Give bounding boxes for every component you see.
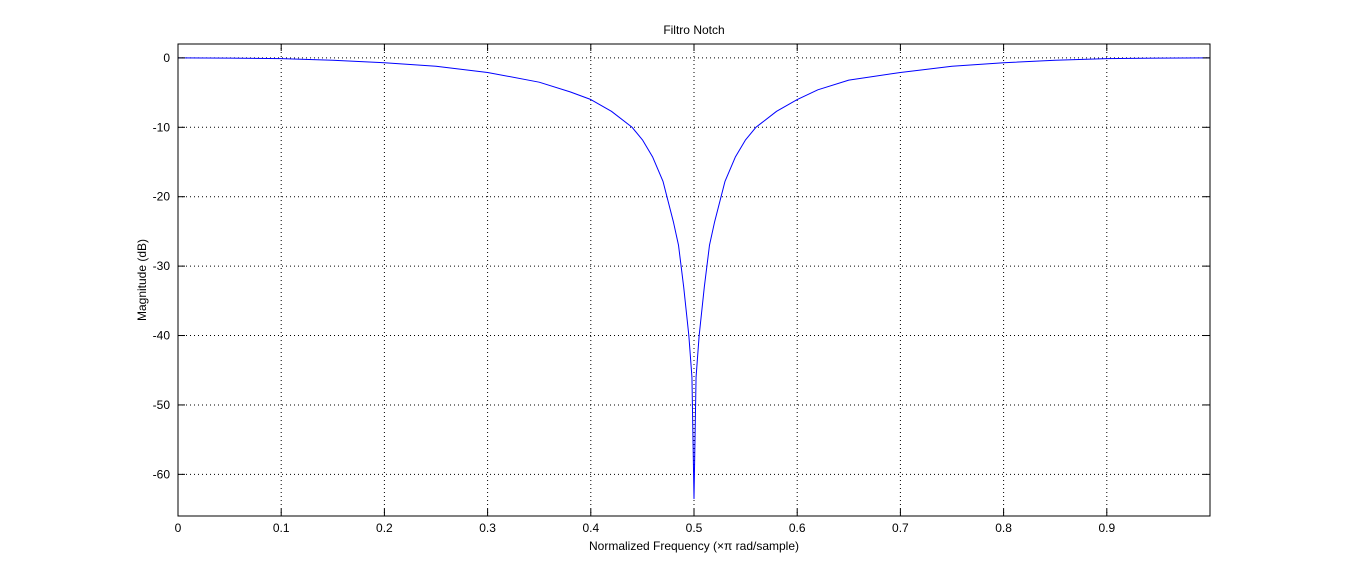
y-tick-label: -40 bbox=[153, 329, 171, 343]
x-tick-label: 0.9 bbox=[1098, 521, 1115, 535]
y-tick-labels: 0 -10 -20 -30 -40 -50 -60 bbox=[153, 51, 171, 481]
magnitude-response-line bbox=[177, 57, 1211, 500]
x-tick-label: 0.6 bbox=[789, 521, 806, 535]
x-tick-label: 0.7 bbox=[892, 521, 909, 535]
x-tick-label: 0.1 bbox=[273, 521, 290, 535]
x-tick-label: 0.4 bbox=[582, 521, 599, 535]
series-line-layer bbox=[177, 57, 1211, 500]
y-axis-label: Magnitude (dB) bbox=[135, 239, 149, 321]
y-tick-label: -20 bbox=[153, 190, 171, 204]
y-tick-label: 0 bbox=[163, 51, 170, 65]
grid-lines bbox=[178, 44, 1210, 516]
x-tick-label: 0 bbox=[175, 521, 182, 535]
x-tick-labels: 0 0.1 0.2 0.3 0.4 0.5 0.6 0.7 0.8 0.9 bbox=[175, 521, 1116, 535]
y-tick-label: -30 bbox=[153, 259, 171, 273]
x-axis-label: Normalized Frequency (×π rad/sample) bbox=[589, 539, 799, 553]
chart-title: Filtro Notch bbox=[663, 23, 724, 37]
x-tick-label: 0.8 bbox=[995, 521, 1012, 535]
x-tick-label: 0.2 bbox=[376, 521, 393, 535]
axis-ticks bbox=[177, 44, 1210, 516]
y-tick-label: -10 bbox=[153, 120, 171, 134]
y-tick-label: -50 bbox=[153, 398, 171, 412]
x-tick-label: 0.5 bbox=[686, 521, 703, 535]
x-tick-label: 0.3 bbox=[479, 521, 496, 535]
y-tick-label: -60 bbox=[153, 467, 171, 481]
